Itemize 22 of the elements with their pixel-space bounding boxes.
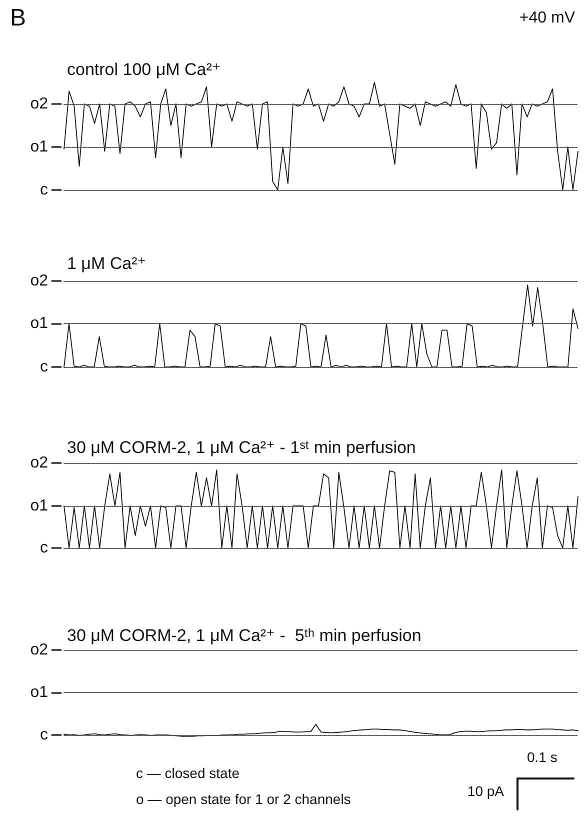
text: c — closed state <box>136 765 240 781</box>
text: 0.1 s <box>527 749 558 765</box>
ref-line-label: o1 <box>30 684 48 701</box>
ref-line-label: c <box>40 358 48 376</box>
ref-line-label: c <box>40 540 48 556</box>
ref-line-label: o1 <box>30 138 48 156</box>
ref-line-label: o1 <box>30 315 48 332</box>
chart-title: 30 μM CORM-2, 1 μM Ca²⁺ - 1ˢᵗ min perfusion <box>67 438 416 457</box>
chart-title: 30 μM CORM-2, 1 μM Ca²⁺ - 5ᵗʰ min perfusion <box>67 626 422 645</box>
ref-line-label: o1 <box>30 497 48 514</box>
text: +40 mV <box>519 10 576 26</box>
ref-line-label: o2 <box>30 642 48 658</box>
ref-line-label: o2 <box>30 454 48 472</box>
ref-line-label: c <box>40 726 48 744</box>
text: o — open state for 1 or 2 channels <box>136 791 351 807</box>
text: B <box>10 4 26 32</box>
chart-title: 1 μM Ca²⁺ <box>67 254 146 273</box>
text: 10 pA <box>467 783 505 799</box>
ref-line-label: c <box>40 182 48 198</box>
ref-line-label: o2 <box>30 272 48 290</box>
ref-line-label: o2 <box>30 96 48 112</box>
chart-title: control 100 μM Ca²⁺ <box>67 60 221 79</box>
